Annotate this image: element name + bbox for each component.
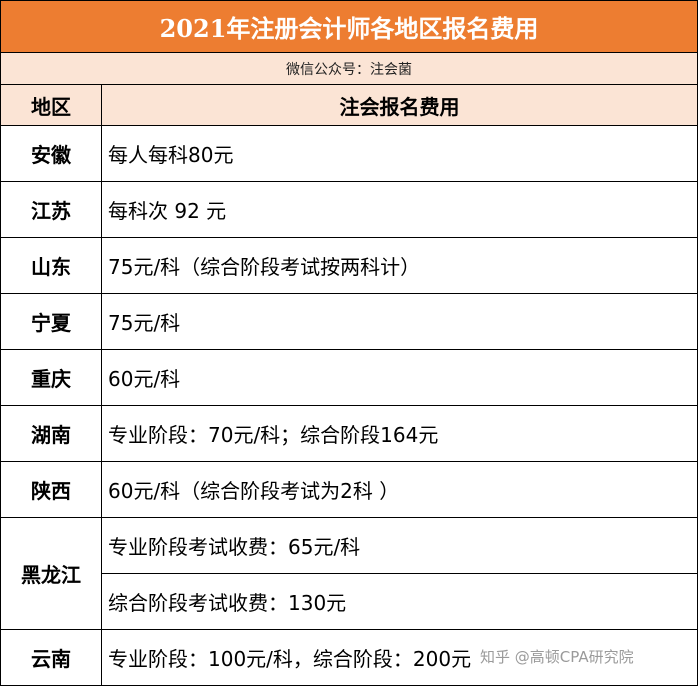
region-cell: 山东 bbox=[0, 237, 102, 294]
fee-cell: 专业阶段：100元/科，综合阶段：200元 bbox=[100, 629, 698, 686]
fee-cell: 综合阶段考试收费：130元 bbox=[100, 573, 698, 630]
fee-cell: 每科次 92 元 bbox=[100, 181, 698, 238]
table-row: 陕西 60元/科（综合阶段考试为2科 ） bbox=[0, 461, 698, 518]
region-cell: 重庆 bbox=[0, 349, 102, 406]
fee-cell: 75元/科（综合阶段考试按两科计） bbox=[100, 237, 698, 294]
table-row: 重庆 60元/科 bbox=[0, 349, 698, 406]
fee-cell: 60元/科（综合阶段考试为2科 ） bbox=[100, 461, 698, 518]
header-fee: 注会报名费用 bbox=[100, 84, 698, 126]
table-row: 安徽 每人每科80元 bbox=[0, 125, 698, 182]
table-row: 黑龙江 专业阶段考试收费：65元/科 bbox=[0, 517, 698, 630]
region-cell: 湖南 bbox=[0, 405, 102, 462]
table-title: 2021年注册会计师各地区报名费用 bbox=[0, 0, 698, 53]
fee-cell: 专业阶段考试收费：65元/科 bbox=[100, 517, 698, 574]
fee-cell: 75元/科 bbox=[100, 293, 698, 350]
table-row: 综合阶段考试收费：130元 bbox=[1, 573, 698, 630]
table-row: 宁夏 75元/科 bbox=[0, 293, 698, 350]
fee-cell: 60元/科 bbox=[100, 349, 698, 406]
table-row: 江苏 每科次 92 元 bbox=[0, 181, 698, 238]
fee-cell: 专业阶段：70元/科；综合阶段164元 bbox=[100, 405, 698, 462]
table-row: 云南 专业阶段：100元/科，综合阶段：200元 bbox=[0, 629, 698, 686]
table-subtitle: 微信公众号：注会菌 bbox=[0, 52, 698, 85]
region-cell: 云南 bbox=[0, 629, 102, 686]
region-cell: 陕西 bbox=[0, 461, 102, 518]
fee-cell: 每人每科80元 bbox=[100, 125, 698, 182]
table-row: 湖南 专业阶段：70元/科；综合阶段164元 bbox=[0, 405, 698, 462]
watermark: 知乎 @高顿CPA研究院 bbox=[480, 648, 634, 666]
header-region: 地区 bbox=[0, 84, 102, 126]
region-cell: 江苏 bbox=[0, 181, 102, 238]
region-cell: 安徽 bbox=[0, 125, 102, 182]
region-cell: 黑龙江 bbox=[0, 517, 102, 630]
region-cell: 宁夏 bbox=[0, 293, 102, 350]
table-row: 山东 75元/科（综合阶段考试按两科计） bbox=[0, 237, 698, 294]
